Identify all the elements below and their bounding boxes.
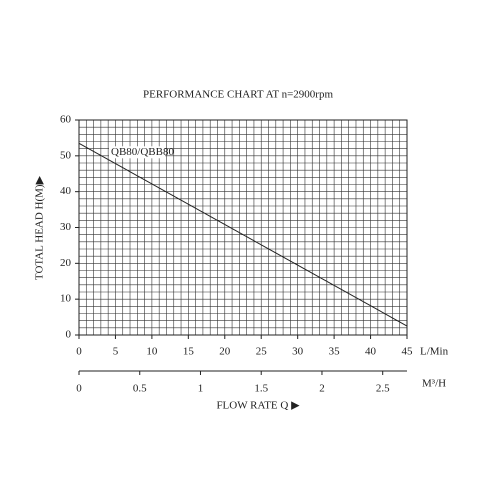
x2-unit: M³/H xyxy=(422,378,446,390)
x-tick-label: 20 xyxy=(219,346,231,358)
y-tick-label: 60 xyxy=(60,114,72,126)
x2-tick-label: 2.5 xyxy=(376,383,390,395)
x2-tick-label: 1 xyxy=(198,383,204,395)
x2-tick-label: 0.5 xyxy=(133,383,147,395)
x-tick-label: 30 xyxy=(292,346,304,358)
x-tick-label: 5 xyxy=(113,346,119,358)
x-tick-label: 45 xyxy=(402,346,414,358)
x-tick-label: 10 xyxy=(146,346,158,358)
y-tick-label: 30 xyxy=(60,221,72,233)
series-label-bg xyxy=(109,146,165,159)
x-tick-label: 0 xyxy=(76,346,82,358)
y-tick-label: 50 xyxy=(60,149,72,161)
y-axis-label: TOTAL HEAD H(M)▶ xyxy=(34,175,46,280)
x-tick-label: 40 xyxy=(365,346,377,358)
series-line xyxy=(78,142,408,327)
x-unit: L/Min xyxy=(420,346,449,358)
y-tick-label: 40 xyxy=(60,185,72,197)
y-tick-label: 0 xyxy=(66,329,72,341)
x2-tick-label: 1.5 xyxy=(254,383,268,395)
x-axis-label: FLOW RATE Q ▶ xyxy=(216,400,300,412)
x-tick-label: 15 xyxy=(183,346,195,358)
x2-tick-label: 0 xyxy=(76,383,82,395)
x2-tick-label: 2 xyxy=(319,383,325,395)
y-tick-label: 20 xyxy=(60,257,72,269)
x-tick-label: 35 xyxy=(329,346,341,358)
x-tick-label: 25 xyxy=(256,346,268,358)
series-label: QB80/QBB80 xyxy=(111,146,174,158)
y-tick-label: 10 xyxy=(60,293,72,305)
chart-title: PERFORMANCE CHART AT n=2900rpm xyxy=(143,89,333,101)
